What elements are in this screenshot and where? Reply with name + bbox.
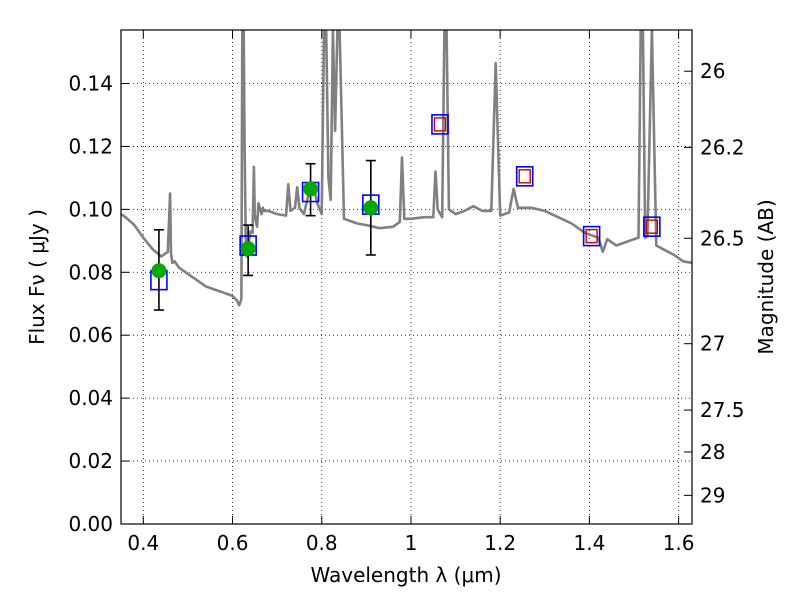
x-tick-label: 0.8 <box>306 531 338 555</box>
right-tick-label: 27.5 <box>700 398 745 422</box>
model-photometry-square <box>431 114 449 135</box>
y-tick-label: 0.10 <box>68 197 113 221</box>
x-tick-label: 0.4 <box>127 531 159 555</box>
x-tick-label: 0.6 <box>217 531 249 555</box>
y-tick-label: 0.12 <box>68 134 113 158</box>
observed-photometry-point <box>303 181 319 197</box>
y-axis-label: Flux Fν ( μJy ) <box>25 209 49 345</box>
observed-photometry-point <box>363 200 379 216</box>
x-tick-label: 1.2 <box>484 531 516 555</box>
model-photometry-square <box>515 166 534 187</box>
model-photometry-inner-square <box>518 169 531 184</box>
right-tick-label: 27 <box>700 332 725 356</box>
axes: 0.4 0.6 0.8 1 1.2 1.4 1.6 0.00 0.02 0.04 0.06 0.08 0… <box>68 30 745 555</box>
right-tick-label: 29 <box>700 483 725 507</box>
y-tick-label: 0.08 <box>68 260 113 284</box>
right-tick-label: 26 <box>700 59 725 83</box>
plot-area <box>121 30 692 311</box>
right-tick-label: 26.2 <box>700 135 745 159</box>
model-photometry-inner-square <box>585 228 598 244</box>
y-tick-label: 0.14 <box>68 71 113 95</box>
sed-template-line <box>121 30 692 307</box>
x-tick-label: 1 <box>405 531 418 555</box>
y-tick-label: 0.00 <box>68 512 113 536</box>
model-photometry-square <box>582 225 601 247</box>
x-axis-label: Wavelength λ (μm) <box>310 563 501 587</box>
right-tick-label: 28 <box>700 440 725 464</box>
observed-photometry-point <box>240 241 256 257</box>
model-photometry-inner-square <box>645 219 659 234</box>
x-tick-label: 1.4 <box>573 531 605 555</box>
y-tick-label: 0.02 <box>68 449 113 473</box>
right-tick-label: 26.5 <box>700 226 745 250</box>
plot-frame <box>120 29 693 525</box>
x-tick-label: 1.6 <box>663 531 695 555</box>
model-photometry-inner-square <box>433 117 447 132</box>
y-tick-label: 0.06 <box>68 323 113 347</box>
y-tick-label: 0.04 <box>68 386 113 410</box>
observed-photometry-point <box>151 263 167 279</box>
y-axis-label-right: Magnitude (AB) <box>754 199 778 354</box>
model-photometry-square <box>643 216 661 237</box>
